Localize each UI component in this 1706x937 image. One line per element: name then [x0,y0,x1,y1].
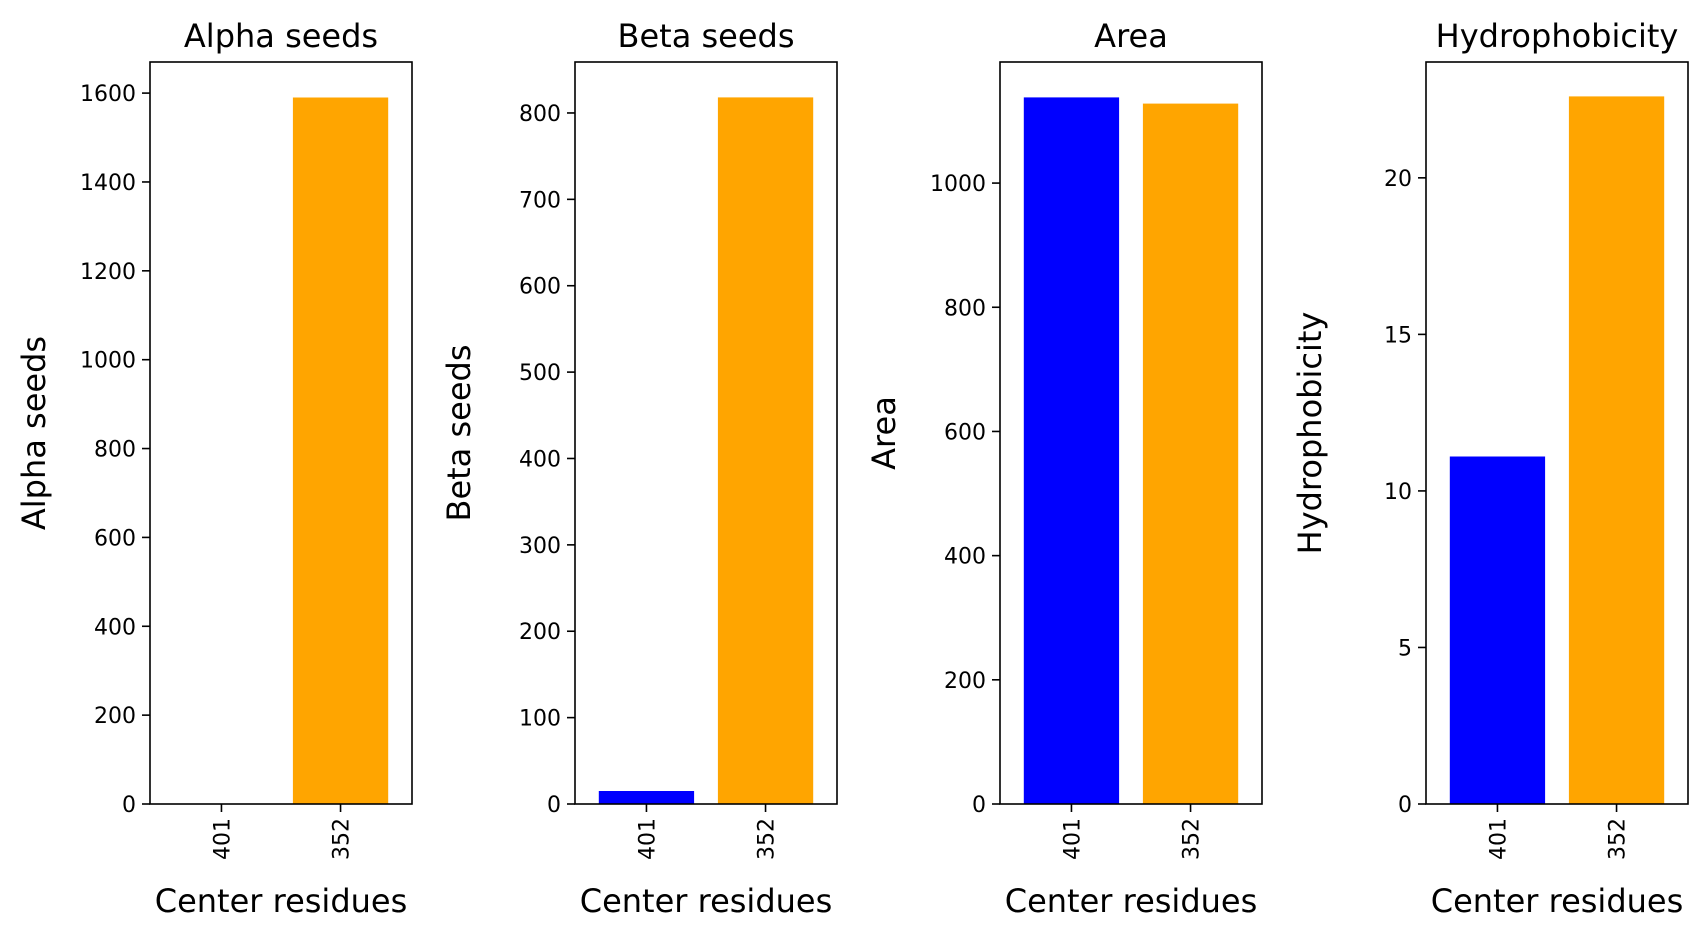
y-axis-title: Hydrophobicity [1291,312,1329,555]
y-tick-label: 400 [944,545,986,570]
y-tick-label: 1200 [80,260,136,285]
y-tick-label: 400 [94,615,136,640]
y-tick-label: 0 [122,793,136,818]
x-tick-label: 352 [330,818,355,860]
x-tick-label: 401 [210,818,235,860]
y-tick-label: 600 [94,526,136,551]
y-tick-label: 0 [547,793,561,818]
y-tick-label: 15 [1384,323,1412,348]
x-tick-label: 352 [755,818,780,860]
y-tick-label: 200 [519,620,561,645]
x-axis-title: Center residues [1005,882,1258,920]
y-tick-label: 200 [944,669,986,694]
y-axis-title: Alpha seeds [15,336,53,530]
y-tick-label: 800 [94,438,136,463]
y-tick-label: 800 [519,102,561,127]
bar-401 [1449,456,1546,804]
bar-352 [292,97,389,804]
y-axis-title: Area [865,396,903,470]
y-tick-label: 400 [519,447,561,472]
plot-frame [999,61,1263,805]
y-tick-label: 200 [94,704,136,729]
y-tick-label: 10 [1384,480,1412,505]
y-tick-label: 500 [519,361,561,386]
bar-352 [1568,96,1665,804]
y-tick-label: 600 [944,420,986,445]
y-tick-label: 300 [519,534,561,559]
x-tick-label: 401 [1486,818,1511,860]
y-tick-label: 5 [1398,636,1412,661]
plot-frame [574,61,838,805]
y-tick-label: 100 [519,707,561,732]
panel-title: Beta seeds [618,17,795,55]
x-axis-title: Center residues [580,882,833,920]
x-axis-title: Center residues [155,882,408,920]
y-tick-label: 20 [1384,167,1412,192]
y-tick-label: 800 [944,296,986,321]
y-tick-label: 0 [972,793,986,818]
bar-352 [717,97,814,804]
panel-title: Hydrophobicity [1436,17,1679,55]
x-axis-title: Center residues [1431,882,1684,920]
x-tick-label: 401 [1060,818,1085,860]
bar-401 [1023,97,1120,804]
y-tick-label: 0 [1398,793,1412,818]
y-axis-title: Beta seeds [440,345,478,522]
y-tick-label: 1000 [930,172,986,197]
x-tick-label: 401 [635,818,660,860]
x-tick-label: 352 [1180,818,1205,860]
bar-401 [598,791,695,804]
bar-352 [1142,103,1239,805]
y-tick-label: 1000 [80,349,136,374]
panel-title: Alpha seeds [184,17,378,55]
x-tick-label: 352 [1606,818,1631,860]
y-tick-label: 1400 [80,171,136,196]
y-tick-label: 1600 [80,82,136,107]
y-tick-label: 700 [519,188,561,213]
y-tick-label: 600 [519,275,561,300]
panel-title: Area [1094,17,1168,55]
plot-frame [1425,61,1689,805]
plot-frame [149,61,413,805]
